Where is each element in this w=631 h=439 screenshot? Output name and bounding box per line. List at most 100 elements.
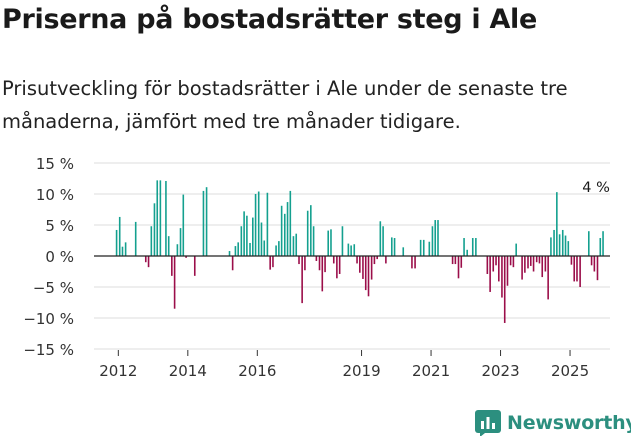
newsworthy-brand: Newsworthy [475,407,631,439]
bar [153,203,156,256]
bar [521,256,523,280]
bar [156,180,159,256]
bar [234,246,237,256]
bar [324,256,326,273]
bar [327,230,329,256]
bars [115,180,604,323]
bar [165,180,167,256]
y-axis-ticks: −15 % −10 % −5 % 0 % 5 % 10 % 15 % [23,155,74,359]
bar [599,238,602,256]
annotation-label: 4 % [582,180,610,196]
bar [437,220,439,256]
bar [567,241,570,256]
bar [147,256,150,268]
bar [243,211,245,256]
bar [306,210,309,256]
bar [379,221,382,256]
bar [283,213,286,256]
bar [422,239,425,256]
bar [176,244,179,256]
bar [237,242,239,256]
bar [202,190,205,256]
bar [501,256,503,298]
bar [547,256,549,300]
bar [115,229,118,256]
bar [289,190,292,256]
bar [373,256,376,265]
bar [312,226,315,256]
bar [185,256,187,258]
bar [336,256,338,279]
annotations: 4 % [582,180,610,196]
bar [173,256,176,309]
bar [495,256,497,266]
bar [260,222,263,256]
bar [550,237,552,256]
x-axis-ticks: 2012 2014 2016 2019 2021 2023 2025 [99,350,589,380]
bar [506,256,509,286]
bar [318,256,321,271]
bar [590,256,593,266]
bar [471,238,474,256]
bar [489,256,491,292]
bar [529,256,532,266]
x-tick-label: 2025 [551,362,589,380]
x-tick-label: 2019 [342,362,380,380]
bar [121,246,124,256]
bar [171,256,173,276]
bar [579,256,581,287]
bar [359,256,361,273]
bar [576,256,578,282]
x-tick-label: 2021 [412,362,450,380]
x-tick-label: 2014 [169,362,207,380]
bar [356,256,358,264]
bar [556,192,558,256]
chart-subtitle: Prisutveckling för bostadsrätter i Ale u… [2,77,568,133]
bar [231,256,234,271]
bar [240,226,243,256]
bar [541,256,544,278]
bar [451,256,454,265]
y-tick-label: −10 % [23,310,74,328]
bar [269,256,271,270]
bar [353,244,356,256]
y-tick-label: 0 % [45,248,74,266]
newsworthy-logo-icon [475,410,501,436]
bar [118,216,121,256]
bar [535,256,538,263]
bar [321,256,324,292]
bar [466,249,468,256]
y-tick-label: −15 % [23,341,74,359]
bar [402,247,405,256]
bar [475,238,477,256]
bar [364,256,367,291]
bar [275,245,277,256]
bar [558,234,561,256]
bar [573,256,576,282]
bar [246,215,248,256]
bar [315,256,318,261]
brand-name: Newsworthy [507,412,631,434]
bar [330,229,332,256]
bar [454,256,457,265]
bar [457,256,460,279]
y-tick-label: 5 % [45,217,74,235]
bar [167,236,170,256]
bar [414,256,416,269]
bar [561,229,564,256]
bar [150,226,153,256]
bar [205,187,208,256]
bar [376,256,378,260]
bar [295,233,298,256]
bar [301,256,303,304]
bar [492,256,495,272]
bar [179,228,182,256]
chart-title: Priserna på bostadsrätter steg i Ale [2,4,538,35]
bar [263,240,266,256]
bar [434,220,437,256]
bar [254,194,257,256]
bar [278,241,280,256]
x-tick-label: 2016 [238,362,276,380]
bar [257,191,260,256]
